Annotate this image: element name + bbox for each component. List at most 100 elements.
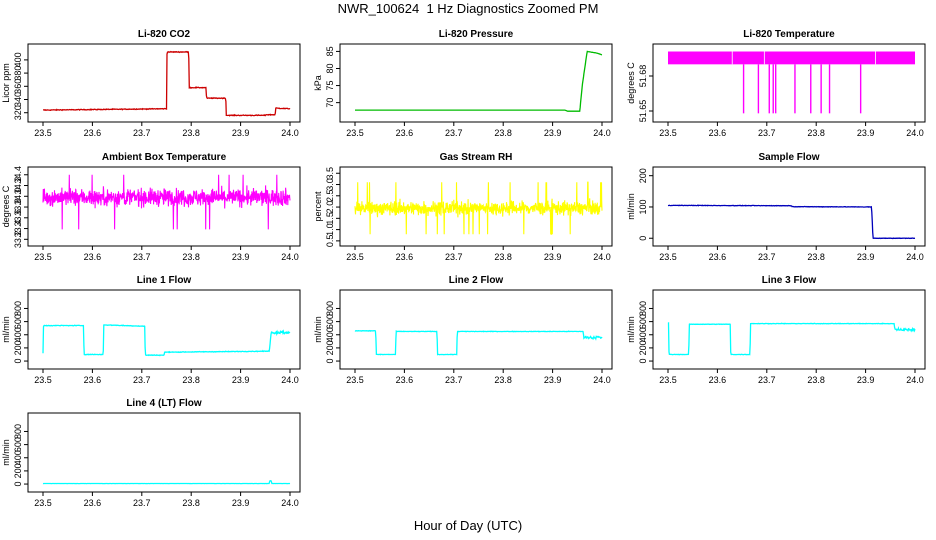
panel-title: Sample Flow: [758, 152, 819, 163]
series-line: [667, 204, 916, 240]
series-group: [668, 51, 915, 114]
y-tick-label: 75: [325, 81, 335, 91]
panel-2: Li-820 Pressure kPa 23.5 23.6 23.7 23.8 23.9 24…: [313, 29, 613, 138]
x-tick-label: 23.6: [396, 252, 414, 262]
panel-title: Li-820 Temperature: [743, 29, 835, 40]
x-tick-label: 23.5: [659, 128, 677, 138]
plot-frame: [27, 166, 301, 247]
x-tick-label: 23.8: [807, 375, 825, 385]
series-group: [354, 181, 603, 235]
x-tick-label: 23.5: [34, 498, 52, 508]
y-tick-label: 400: [13, 327, 23, 342]
panel-title: Gas Stream RH: [440, 152, 513, 163]
x-tick-label: 23.9: [232, 252, 250, 262]
plot-frame: [652, 166, 926, 247]
x-tick-label: 23.7: [133, 128, 151, 138]
panel-title: Line 1 Flow: [137, 275, 192, 286]
series-band: [668, 51, 915, 65]
x-tick-label: 23.9: [544, 128, 562, 138]
x-tick-label: 24.0: [906, 128, 924, 138]
x-tick-label: 23.8: [807, 128, 825, 138]
y-tick-label: 200: [325, 340, 335, 355]
panel-10: Line 4 (LT) Flow ml/min 23.5 23.6 23.7 23.8 23…: [1, 398, 301, 508]
x-tick-label: 24.0: [906, 375, 924, 385]
x-tick-label: 23.6: [396, 375, 414, 385]
y-tick-label: 0.5: [325, 235, 335, 248]
panel-5: Gas Stream RH percent 23.5 23.6 23.7 23.8 23.9…: [313, 152, 613, 262]
y-tick-label: 3.5: [325, 167, 335, 180]
y-tick-label: 800: [13, 301, 23, 316]
series-line: [354, 181, 603, 235]
series-line: [42, 324, 291, 357]
y-tick-label: 2.0: [325, 201, 335, 214]
x-tick-label: 23.5: [346, 252, 364, 262]
x-tick-label: 23.6: [709, 128, 727, 138]
y-tick-label: 51.65: [638, 100, 648, 123]
plot-frame: [652, 43, 926, 123]
y-tick-label: 380: [13, 66, 23, 81]
y-tick-label: 800: [13, 424, 23, 439]
plot-frame: [339, 166, 613, 247]
series-group: [354, 329, 603, 356]
x-tick-label: 24.0: [593, 375, 611, 385]
panel-4: Ambient Box Temperature degrees C 23.5 23.6…: [1, 152, 301, 262]
y-tick-label: 800: [325, 301, 335, 316]
panel-7: Line 1 Flow ml/min 23.5 23.6 23.7 23.8 23.9 24.…: [1, 275, 301, 385]
panel-title: Li-820 CO2: [138, 29, 191, 40]
x-tick-label: 23.8: [182, 498, 200, 508]
x-tick-label: 23.5: [34, 128, 52, 138]
y-axis-label: ml/min: [626, 193, 636, 220]
y-tick-label: 0: [638, 359, 648, 364]
y-tick-label: 200: [13, 463, 23, 478]
x-tick-label: 24.0: [281, 252, 299, 262]
y-tick-label: 200: [638, 340, 648, 355]
x-tick-label: 24.0: [281, 128, 299, 138]
panel-title: Line 3 Flow: [762, 275, 817, 286]
y-tick-label: 600: [13, 437, 23, 452]
series-group: [42, 324, 291, 357]
x-tick-label: 23.7: [133, 375, 151, 385]
plot-frame: [27, 412, 301, 493]
x-tick-label: 23.7: [445, 375, 463, 385]
x-tick-label: 23.9: [232, 498, 250, 508]
y-tick-label: 1.5: [325, 212, 335, 225]
plot-frame: [27, 43, 301, 123]
panel-3: Li-820 Temperature degrees C 23.5 23.6 23.7 2…: [626, 29, 926, 138]
y-axis-label: Licor ppm: [1, 63, 11, 103]
series-line: [42, 479, 291, 485]
y-tick-label: 340: [13, 92, 23, 107]
y-axis-label: percent: [313, 191, 323, 222]
x-tick-label: 23.8: [494, 375, 512, 385]
y-tick-label: 0: [638, 236, 648, 241]
x-tick-label: 23.5: [34, 375, 52, 385]
y-tick-label: 100: [638, 199, 648, 214]
x-tick-label: 23.9: [232, 375, 250, 385]
series-group: [42, 479, 291, 485]
x-tick-label: 23.8: [182, 128, 200, 138]
y-tick-label: 80: [325, 63, 335, 73]
y-tick-label: 34.4: [13, 166, 23, 184]
x-tick-label: 23.5: [659, 252, 677, 262]
y-axis-label: ml/min: [626, 316, 636, 343]
x-tick-label: 23.9: [857, 252, 875, 262]
x-tick-label: 24.0: [281, 375, 299, 385]
x-tick-label: 23.8: [182, 375, 200, 385]
x-tick-label: 23.6: [84, 252, 102, 262]
panel-title: Line 2 Flow: [449, 275, 504, 286]
y-tick-label: 400: [13, 450, 23, 465]
y-tick-label: 51.68: [638, 65, 648, 88]
series-line: [354, 329, 603, 356]
y-tick-label: 33.8: [13, 198, 23, 216]
panel-9: Line 3 Flow ml/min 23.5 23.6 23.7 23.8 23.9 24.…: [626, 275, 926, 385]
x-axis-label: Hour of Day (UTC): [413, 518, 523, 533]
y-tick-label: 2.5: [325, 190, 335, 203]
figure-title: NWR_100624 1 Hz Diagnostics Zoomed PM: [337, 1, 599, 16]
y-tick-label: 600: [638, 314, 648, 329]
x-tick-label: 24.0: [593, 128, 611, 138]
x-tick-label: 23.5: [346, 375, 364, 385]
panel-title: Line 4 (LT) Flow: [126, 398, 202, 409]
x-tick-label: 23.6: [709, 375, 727, 385]
y-tick-label: 1.0: [325, 223, 335, 236]
